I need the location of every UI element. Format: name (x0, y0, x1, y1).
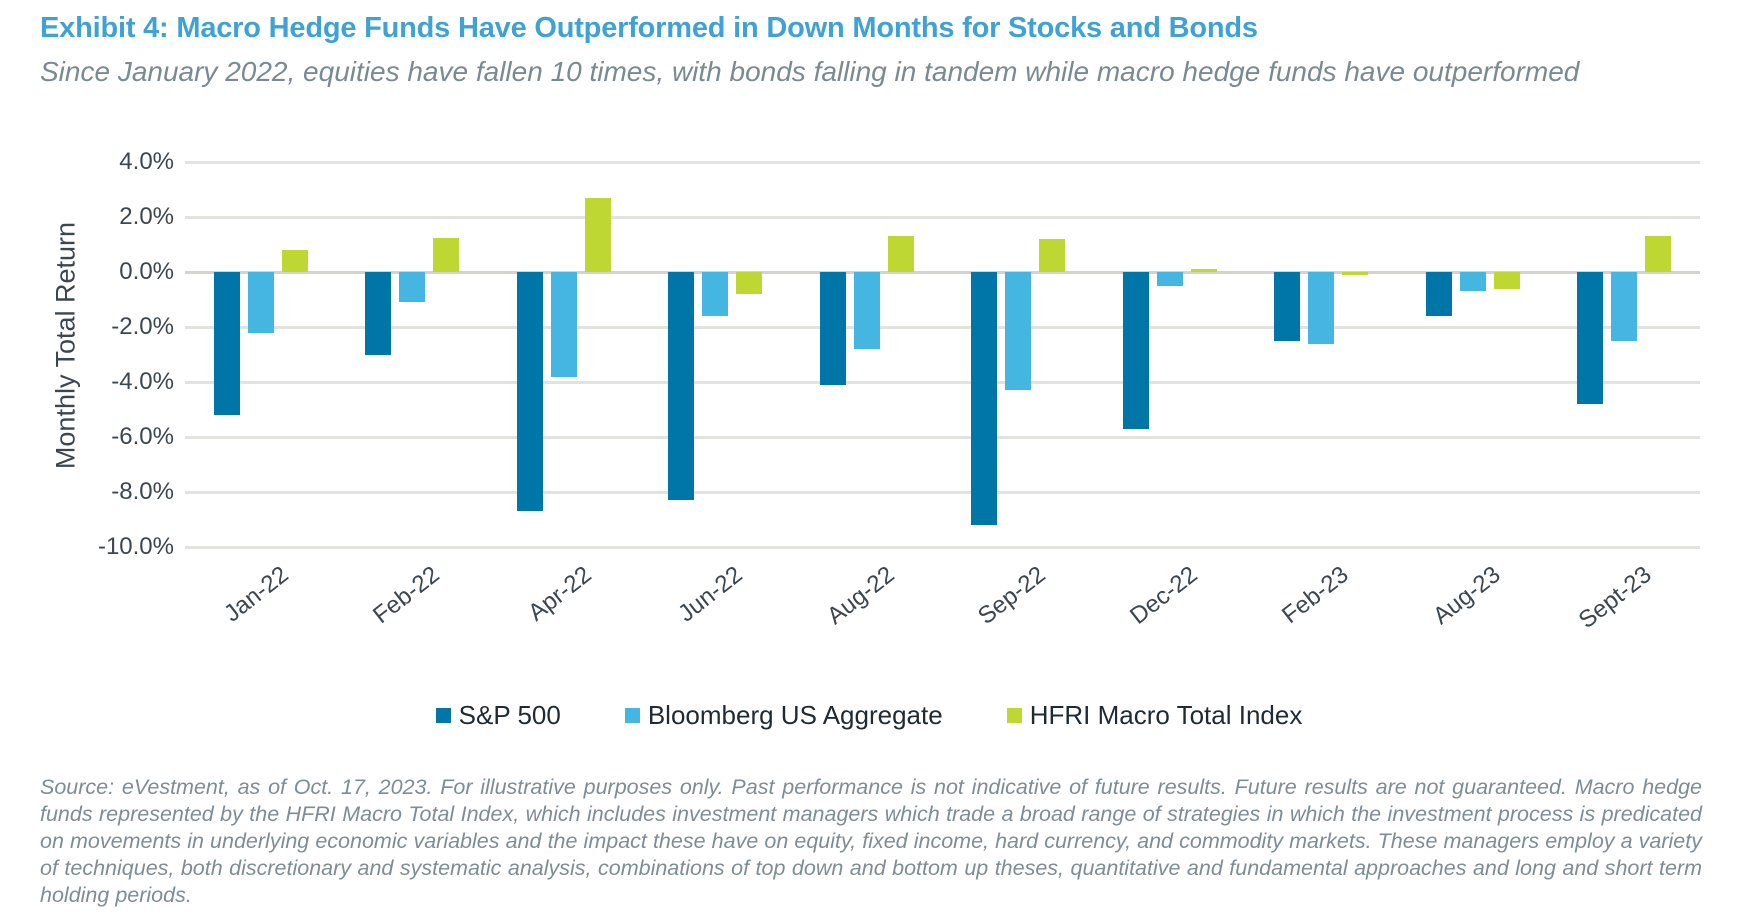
bloomberg-us-aggregate-swatch-icon (624, 708, 640, 723)
bar-feb-22-series-0 (365, 272, 392, 355)
x-tick-label-sep-22: Sep-22 (973, 561, 1051, 630)
exhibit-subtitle: Since January 2022, equities have fallen… (40, 56, 1580, 87)
bar-feb-22-series-2 (433, 237, 460, 272)
x-tick-label-dec-22: Dec-22 (1124, 561, 1203, 630)
bar-jun-22-series-0 (668, 272, 695, 501)
bar-dec-22-series-1 (1156, 272, 1183, 286)
bar-sept-23-series-0 (1577, 272, 1604, 404)
gridline (185, 380, 1700, 384)
y-tick-label: -2.0% (111, 313, 174, 340)
plot-area (185, 160, 1700, 549)
legend-item-bloomberg-us-aggregate: Bloomberg US Aggregate (624, 700, 943, 731)
y-tick-label: 0.0% (119, 258, 174, 285)
gridline (185, 490, 1700, 494)
bar-feb-23-series-1 (1308, 272, 1335, 344)
hfri-macro-total-index-swatch-icon (1006, 708, 1022, 723)
bar-jun-22-series-2 (736, 272, 763, 294)
bar-jan-22-series-1 (247, 272, 274, 333)
bar-sept-23-series-1 (1611, 272, 1638, 341)
y-tick-label: -8.0% (111, 478, 174, 505)
bar-aug-22-series-1 (853, 272, 880, 349)
x-tick-label-sept-23: Sept-23 (1574, 561, 1657, 635)
bar-jan-22-series-0 (213, 272, 240, 415)
gridline (185, 325, 1700, 329)
bar-dec-22-series-0 (1122, 272, 1149, 429)
y-tick-label: -6.0% (111, 423, 174, 450)
gridline (185, 435, 1700, 439)
bar-apr-22-series-1 (550, 272, 577, 377)
bar-apr-22-series-2 (584, 197, 611, 272)
legend-label-sp500: S&P 500 (458, 700, 561, 730)
x-tick-label-jan-22: Jan-22 (218, 561, 294, 628)
bar-apr-22-series-0 (516, 272, 543, 512)
bar-jan-22-series-2 (281, 250, 308, 272)
bar-aug-22-series-0 (819, 272, 846, 385)
bar-aug-23-series-2 (1493, 272, 1520, 289)
x-tick-label-feb-23: Feb-23 (1277, 561, 1354, 630)
bar-aug-23-series-1 (1459, 272, 1486, 292)
bar-sep-22-series-2 (1039, 239, 1066, 272)
x-tick-label-aug-23: Aug-23 (1427, 561, 1506, 630)
x-tick-label-feb-22: Feb-22 (368, 561, 445, 630)
bar-aug-23-series-0 (1425, 272, 1452, 316)
bar-aug-22-series-2 (887, 236, 914, 272)
x-tick-label-aug-22: Aug-22 (821, 561, 900, 630)
bar-feb-22-series-1 (399, 272, 426, 303)
bar-feb-23-series-2 (1342, 272, 1369, 275)
gridline (185, 215, 1700, 219)
chart-legend: S&P 500 Bloomberg US Aggregate HFRI Macr… (0, 700, 1738, 731)
gridline (185, 545, 1700, 549)
y-tick-label: 2.0% (119, 203, 174, 230)
source-footnote: Source: eVestment, as of Oct. 17, 2023. … (40, 775, 1702, 907)
gridline (185, 160, 1700, 164)
sp500-swatch-icon (435, 708, 451, 723)
bar-jun-22-series-1 (702, 272, 729, 316)
bar-sept-23-series-2 (1645, 236, 1672, 272)
legend-item-sp500: S&P 500 (435, 700, 561, 731)
bar-feb-23-series-0 (1274, 272, 1301, 341)
x-tick-label-apr-22: Apr-22 (522, 561, 597, 627)
y-tick-label: 4.0% (119, 148, 174, 175)
y-tick-label: -10.0% (97, 533, 174, 560)
bar-sep-22-series-1 (1005, 272, 1032, 391)
exhibit-title: Exhibit 4: Macro Hedge Funds Have Outper… (40, 12, 1258, 44)
y-tick-label: -4.0% (111, 368, 174, 395)
legend-item-hfri-macro-total-index: HFRI Macro Total Index (1006, 700, 1303, 731)
bar-sep-22-series-0 (971, 272, 998, 525)
zero-gridline (185, 270, 1700, 274)
x-tick-label-jun-22: Jun-22 (673, 561, 748, 628)
bar-dec-22-series-2 (1190, 269, 1217, 272)
legend-label-bloomberg-us-aggregate: Bloomberg US Aggregate (647, 700, 943, 730)
legend-label-hfri-macro-total-index: HFRI Macro Total Index (1029, 700, 1303, 730)
